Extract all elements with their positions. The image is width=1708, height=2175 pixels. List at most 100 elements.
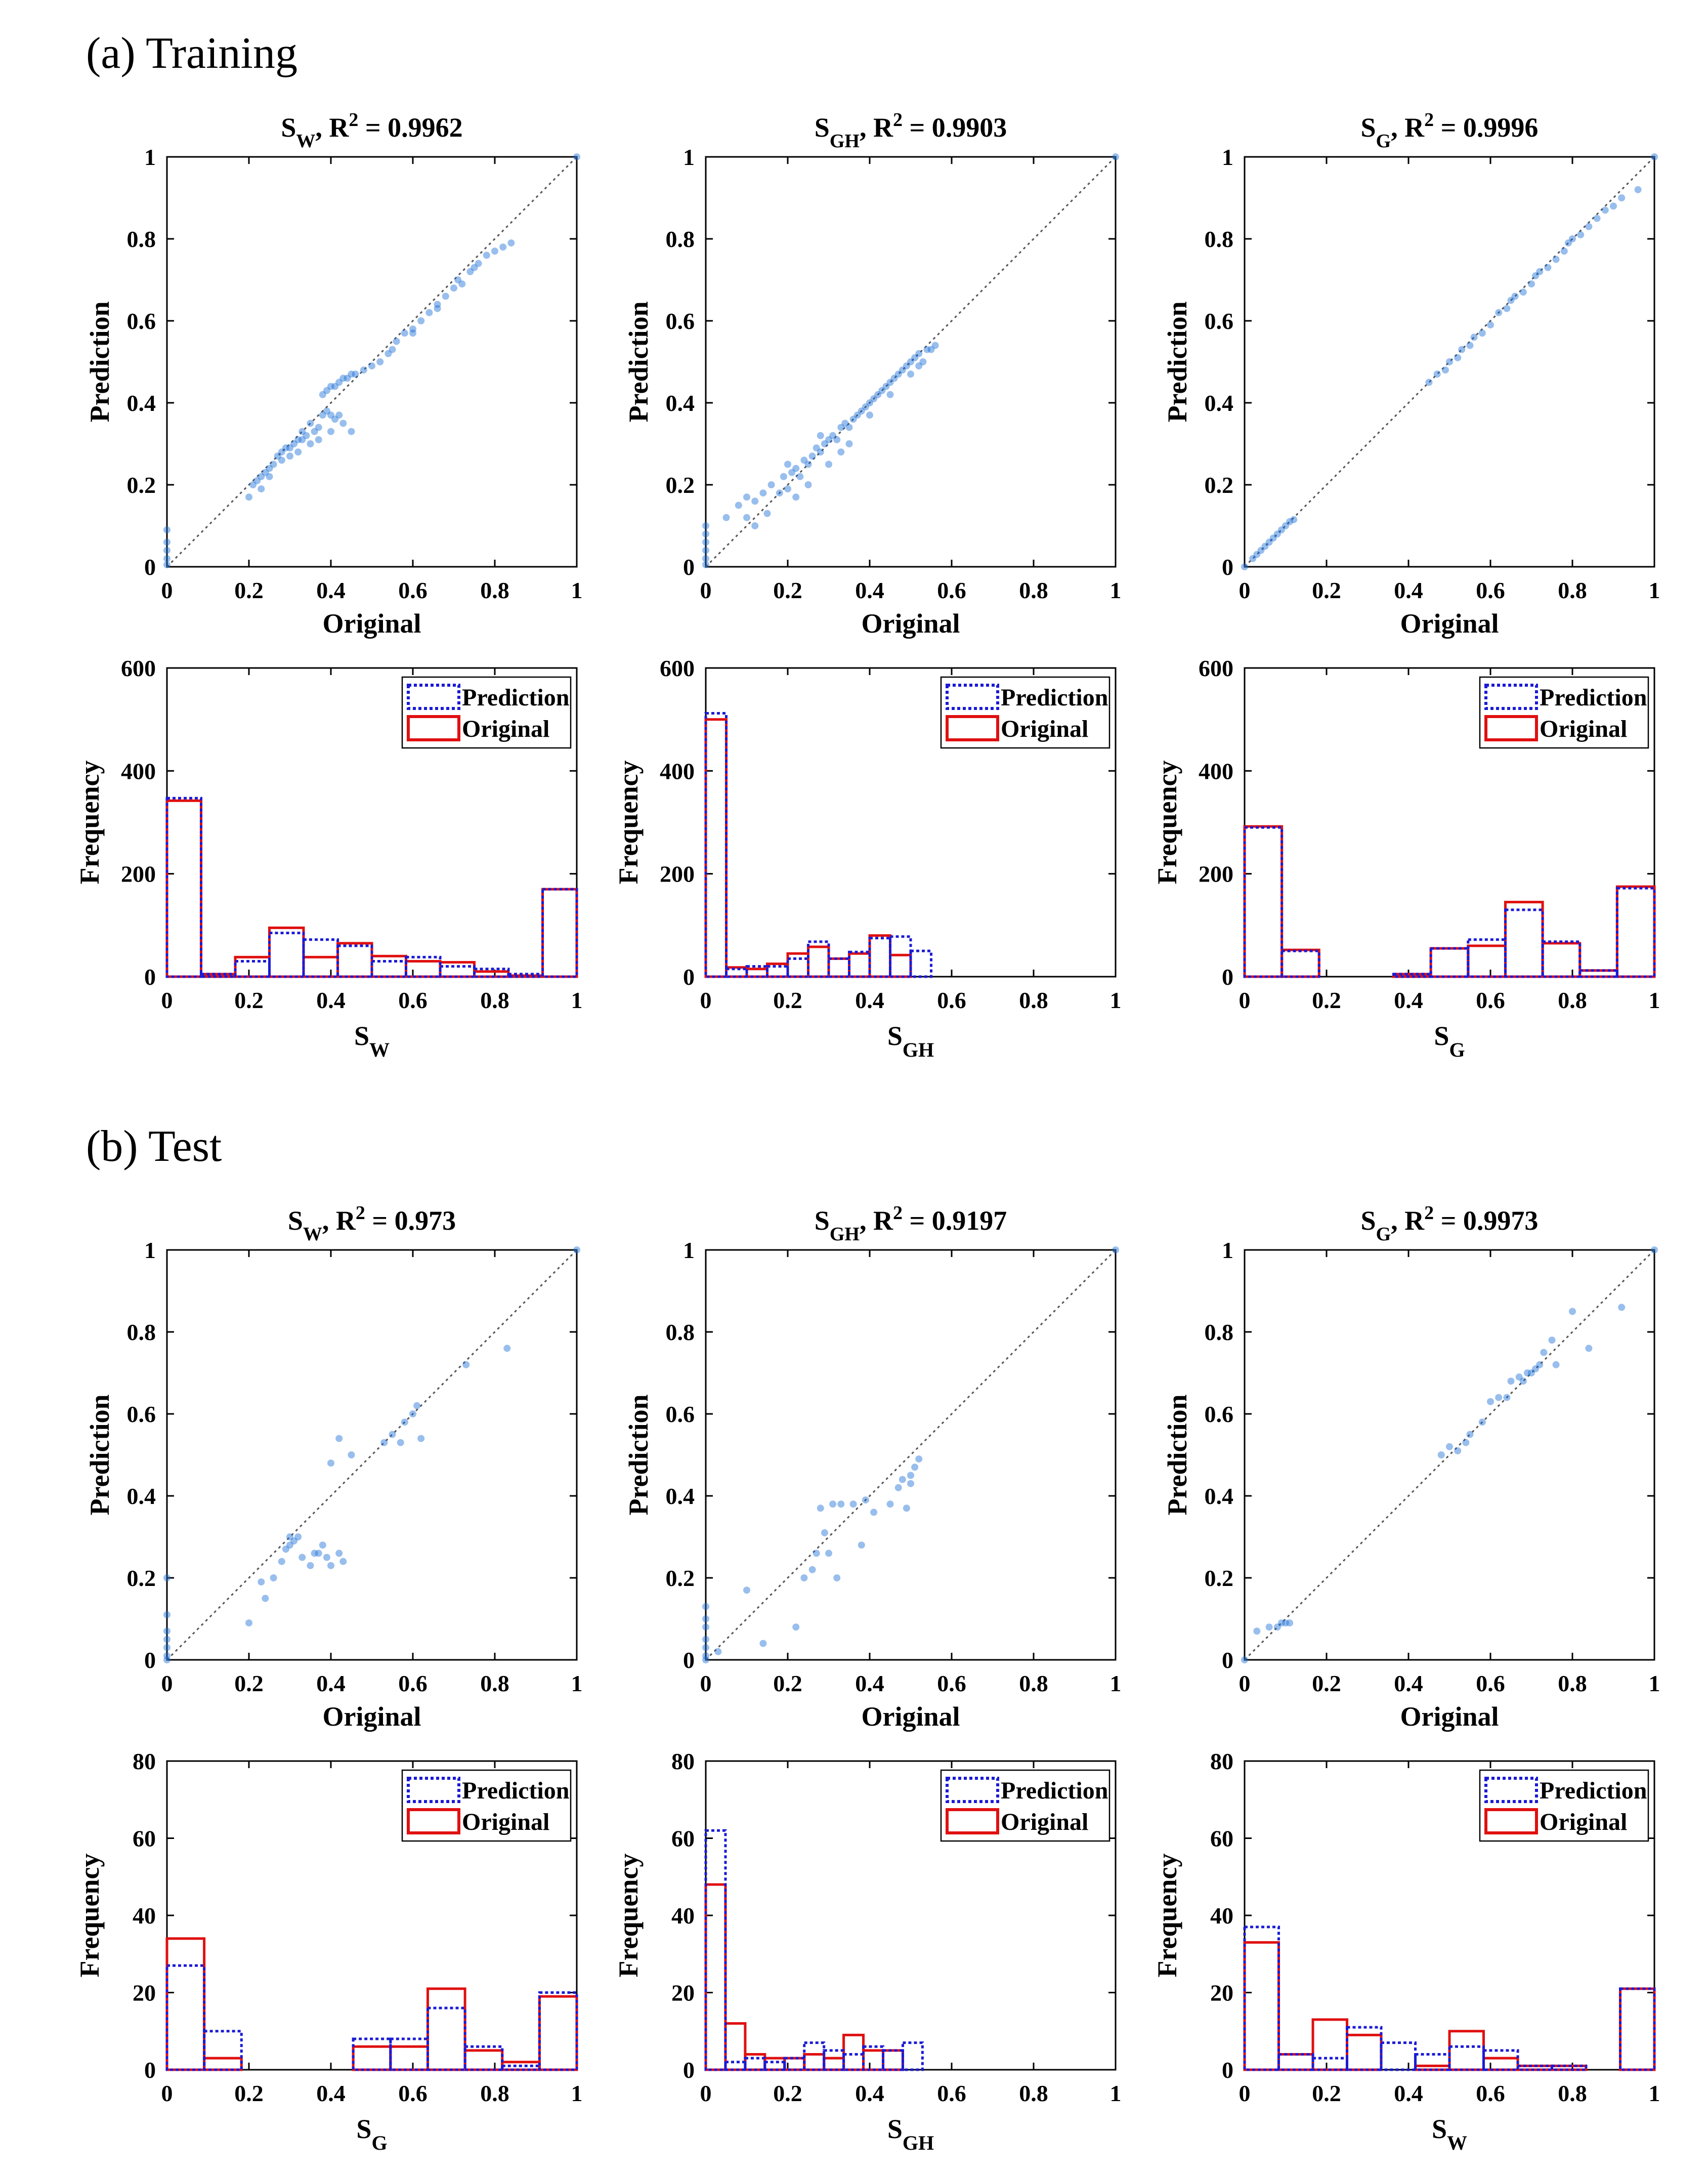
train-sgh-scatter-axes-box <box>705 156 1117 568</box>
train-sgh-scatter-point <box>886 391 894 398</box>
train-sgh-scatter-point <box>763 510 771 517</box>
train-sgh-hist-bar-prediction <box>766 965 789 978</box>
train-sgh-hist-bar-prediction <box>909 949 932 978</box>
test-sw-scatter-ytick-label: 0 <box>144 1647 156 1673</box>
train-sw-hist: 0 0.2 0.4 0.6 0.8 1 0 200 400 600 Prediction Origin… <box>74 655 583 1061</box>
train-sw-scatter-point <box>434 305 441 312</box>
train-sgh-scatter-point <box>931 342 939 349</box>
train-sw-scatter-point <box>454 276 462 283</box>
test-sgh-scatter-point <box>870 1509 878 1516</box>
train-sgh-scatter-point <box>751 497 759 505</box>
test-sgh-hist-ytick-label: 20 <box>671 1980 695 2006</box>
test-sw-scatter-point <box>409 1410 416 1417</box>
test-sw-scatter-point <box>163 1627 170 1635</box>
train-sw-scatter-point <box>163 547 170 554</box>
train-sw-hist-bar-original <box>302 955 339 978</box>
train-sgh-scatter-point <box>866 399 873 406</box>
train-sg-scatter-point <box>1601 206 1609 214</box>
train-sgh-scatter-point <box>825 461 832 468</box>
train-sw-scatter-point <box>475 260 482 267</box>
train-sgh-scatter-point <box>1112 153 1119 160</box>
train-sw-scatter-point <box>266 473 273 480</box>
train-sgh-hist-bar-original <box>848 952 871 978</box>
test-sg-hist-legend-original-label: Original <box>462 1809 549 1835</box>
train-sg-hist-xtick-label: 0.8 <box>1558 987 1587 1013</box>
train-sgh-scatter-xlabel: Original <box>861 608 960 639</box>
test-sg-hist-xtick-label: 1 <box>571 2080 583 2106</box>
test-sg-hist-bar-original <box>463 2049 504 2071</box>
train-sgh-scatter-point <box>853 411 861 419</box>
train-sw-scatter-point <box>335 411 343 419</box>
test-sg-scatter-point <box>1253 1627 1261 1635</box>
train-sg-scatter-ytick-label: 0.4 <box>1205 390 1234 416</box>
train-sgh-hist-xtick-label: 0.4 <box>855 987 884 1013</box>
train-sw-scatter-point <box>389 346 396 353</box>
test-sg-scatter-point <box>1265 1623 1273 1631</box>
train-sw-hist-bar-prediction <box>165 797 202 978</box>
train-sgh-scatter-point <box>743 493 750 501</box>
test-sw-scatter-point <box>163 1574 170 1581</box>
train-sw-scatter-point <box>344 374 351 382</box>
test-sg-scatter-point <box>1651 1246 1658 1253</box>
train-sw-scatter-point <box>339 420 347 427</box>
test-sg-hist-bar-prediction <box>203 2030 243 2071</box>
test-sw-scatter-point <box>163 1644 170 1651</box>
test-sgh-hist-bar-prediction <box>724 2061 747 2071</box>
train-sgh-hist-bar-prediction <box>827 957 850 978</box>
train-sg-hist-bar-original <box>1243 825 1284 978</box>
test-sw-hist-bar-original <box>1243 1941 1280 2071</box>
test-sw-hist-bar-original <box>1346 2033 1383 2071</box>
train-sgh-hist-xtick-label: 0 <box>700 987 712 1013</box>
train-sg-hist-xtick-label: 0.2 <box>1312 987 1341 1013</box>
train-sgh-scatter-ylabel: Prediction <box>623 302 654 423</box>
train-sgh-hist-xtick-label: 0.8 <box>1019 987 1048 1013</box>
train-sgh-scatter-point <box>862 403 869 411</box>
train-sw-hist-bar-original <box>268 926 305 978</box>
train-sg-hist-legend-original-label: Original <box>1540 716 1627 742</box>
train-sw-hist-ytick-label: 0 <box>144 964 156 990</box>
section-label-test: (b) Test <box>86 1122 222 1171</box>
test-sg-hist-xtick-label: 0.4 <box>316 2080 346 2106</box>
test-sgh-scatter-point <box>743 1586 750 1594</box>
test-sw-scatter-point <box>282 1545 289 1553</box>
test-sg-hist-xtick-label: 0.8 <box>480 2080 509 2106</box>
train-sgh-hist-bar-original <box>868 934 891 978</box>
test-sg-hist-bar-prediction <box>352 2037 392 2071</box>
test-sgh-scatter-point <box>702 1603 709 1610</box>
test-sw-scatter-point <box>401 1418 408 1426</box>
test-sgh-scatter-point <box>817 1504 824 1512</box>
train-sg-hist-bar-original <box>1280 948 1320 978</box>
train-sgh-scatter-point <box>817 432 824 439</box>
train-sw-scatter-point <box>315 424 322 431</box>
test-sg-scatter-point <box>1487 1398 1494 1405</box>
test-sg-hist-bar-prediction <box>426 2006 466 2071</box>
test-sgh-scatter-point <box>800 1574 808 1581</box>
train-sw-hist-bar-original <box>370 954 407 978</box>
train-sg-hist-xtick-label: 0.6 <box>1476 987 1505 1013</box>
test-sw-scatter-point <box>327 1459 334 1467</box>
train-sgh-scatter-point <box>702 522 709 529</box>
train-sw-scatter-point <box>270 461 277 468</box>
train-sg-scatter-point <box>1433 370 1441 378</box>
train-sw-scatter-point <box>307 420 314 427</box>
train-sg-scatter-point <box>1634 186 1642 193</box>
test-sg-hist-ytick-label: 60 <box>133 1826 156 1852</box>
train-sg-scatter-ylabel: Prediction <box>1162 302 1192 423</box>
test-sgh-scatter-point <box>907 1472 914 1479</box>
test-sw-hist-ytick-label: 80 <box>1210 1748 1233 1774</box>
train-sg-hist-bar-prediction <box>1243 826 1284 978</box>
test-sgh-scatter-point <box>903 1504 910 1512</box>
train-sg-scatter-point <box>1277 526 1285 534</box>
train-sgh-scatter-xtick-label: 0.8 <box>1019 577 1048 603</box>
train-sw-hist-xtick-label: 0.2 <box>234 987 264 1013</box>
train-sw-scatter-point <box>331 415 339 423</box>
train-sg-hist-bar-prediction <box>1429 947 1470 978</box>
test-sg-scatter-point <box>1618 1304 1626 1311</box>
test-sw-hist-bar-prediction <box>1619 1987 1656 2071</box>
test-sg-hist-bar-original <box>165 1937 206 2071</box>
train-sgh-scatter-ytick-label: 0.4 <box>666 390 695 416</box>
test-sg-scatter-point <box>1503 1394 1511 1401</box>
test-sgh-scatter-point <box>702 1652 709 1659</box>
train-sg-scatter-xtick-label: 0 <box>1239 577 1251 603</box>
test-sg-scatter-point <box>1446 1443 1453 1450</box>
